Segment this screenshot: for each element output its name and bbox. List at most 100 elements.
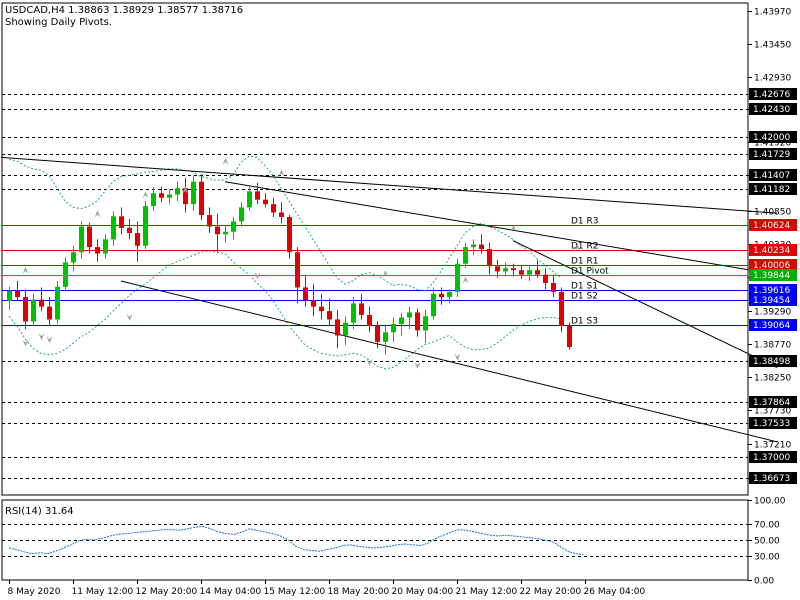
candle-body [143,206,148,246]
candle-body [367,314,372,326]
price-axis-tick-label: 1.37210 [754,441,791,451]
price-highlight-label: 1.41407 [753,171,790,181]
price-highlight-label: 1.42676 [753,90,790,100]
candle-body [79,226,84,253]
candle-body [559,291,564,326]
candle-body [415,312,420,331]
candle-body [111,216,116,240]
candle-body [447,291,452,298]
candle-body [215,226,220,235]
price-axis-tick-label: 1.42930 [754,74,791,84]
rsi-axis-tick-label: 100.00 [754,497,786,507]
pivot-label: D1 Pivot [571,267,609,277]
candle-body [311,300,316,307]
rsi-axis-tick-label: 70.00 [754,521,780,531]
fractal-up-arrow [142,191,149,199]
rsi-label: RSI(14) 31.64 [5,506,74,517]
candle-body [39,299,44,307]
pivot-label: D1 R1 [571,257,599,267]
price-axis-tick-label: 1.41920 [754,139,791,149]
fractal-down-arrow [126,313,133,321]
fractal-up-arrow [382,270,389,278]
fractal-down-arrow [414,361,421,369]
fractal-up-arrow [94,210,101,218]
candle-body [375,325,380,342]
fractal-down-arrow [454,353,461,361]
time-axis-tick-label: 22 May 20:00 [520,587,582,597]
price-highlight-box [749,148,797,160]
price-highlight-label: 1.37864 [753,398,790,408]
price-highlight-box [749,417,797,429]
candle-body [119,216,124,228]
price-axis-tick-label: 1.40850 [754,208,791,218]
trend-line [224,181,778,276]
trend-line [512,240,778,368]
time-axis-tick-label: 26 May 04:00 [584,587,646,597]
candle-body [223,231,228,235]
candle-body [295,252,300,288]
price-axis-tick-label: 1.37730 [754,407,791,417]
candle-body [359,303,364,315]
candle-body [551,282,556,292]
candle-body [279,212,284,217]
candle-body [95,247,100,254]
time-axis-tick-label: 21 May 12:00 [456,587,518,597]
candle-body [271,204,276,213]
fractal-up-arrow [22,266,29,274]
rsi-axis-tick-label: 50.00 [754,537,780,547]
price-axis-tick-label: 1.39290 [754,308,791,318]
price-highlight-label: 1.39616 [753,286,790,296]
price-highlight-box [749,355,797,367]
candle-body [495,266,500,272]
candle-body [423,316,428,331]
rsi-pane: 100.00 70.00 50.00 30.00 0.00 [1,497,786,587]
price-highlight-label: 1.41182 [753,185,790,195]
time-axis-tick-label: 20 May 04:00 [392,587,454,597]
time-axis-tick-label: 18 May 20:00 [328,587,390,597]
candle-body [535,270,540,275]
candle-body [151,193,156,207]
candle-body [439,293,444,298]
fractal-up-arrow [462,276,469,284]
candle-body [503,268,508,272]
candle-body [63,262,68,287]
rsi-axis-tick-label: 30.00 [754,553,780,563]
candle-body [167,194,172,198]
candle-body [519,270,524,275]
fractal-up-arrow [278,169,285,177]
price-highlight-box [749,259,797,271]
price-axis-tick-label: 1.38770 [754,341,791,351]
price-pane-frame [1,2,749,496]
candle-body [47,306,52,320]
candle-body [511,268,516,271]
candle-body [399,317,404,324]
candle-body [207,215,212,227]
price-highlight-label: 1.36673 [753,474,790,484]
price-highlight-box [749,294,797,306]
candle-body [543,274,548,283]
candle-body [319,306,324,312]
fractal-down-arrow [46,336,53,344]
price-highlight-label: 1.38498 [753,357,790,367]
candle-body [335,319,340,336]
candle-body [23,297,28,322]
price-highlight-box [749,131,797,143]
candle-body [567,325,572,348]
price-axis-tick-label: 1.38250 [754,374,791,384]
time-axis-tick-label: 14 May 04:00 [200,587,262,597]
rsi-axis-tick-label: 0.00 [754,577,774,587]
price-highlight-label: 1.37533 [753,419,790,429]
candle-body [7,290,12,301]
candle-body [199,181,204,216]
price-highlight-label: 1.42430 [753,105,790,115]
trend-line [120,280,778,443]
price-highlight-box [749,269,797,281]
candle-body [431,293,436,317]
price-highlight-box [749,284,797,296]
time-axis-tick-label: 8 May 2020 [8,587,61,597]
candle-body [471,244,476,248]
price-highlight-box [749,319,797,331]
